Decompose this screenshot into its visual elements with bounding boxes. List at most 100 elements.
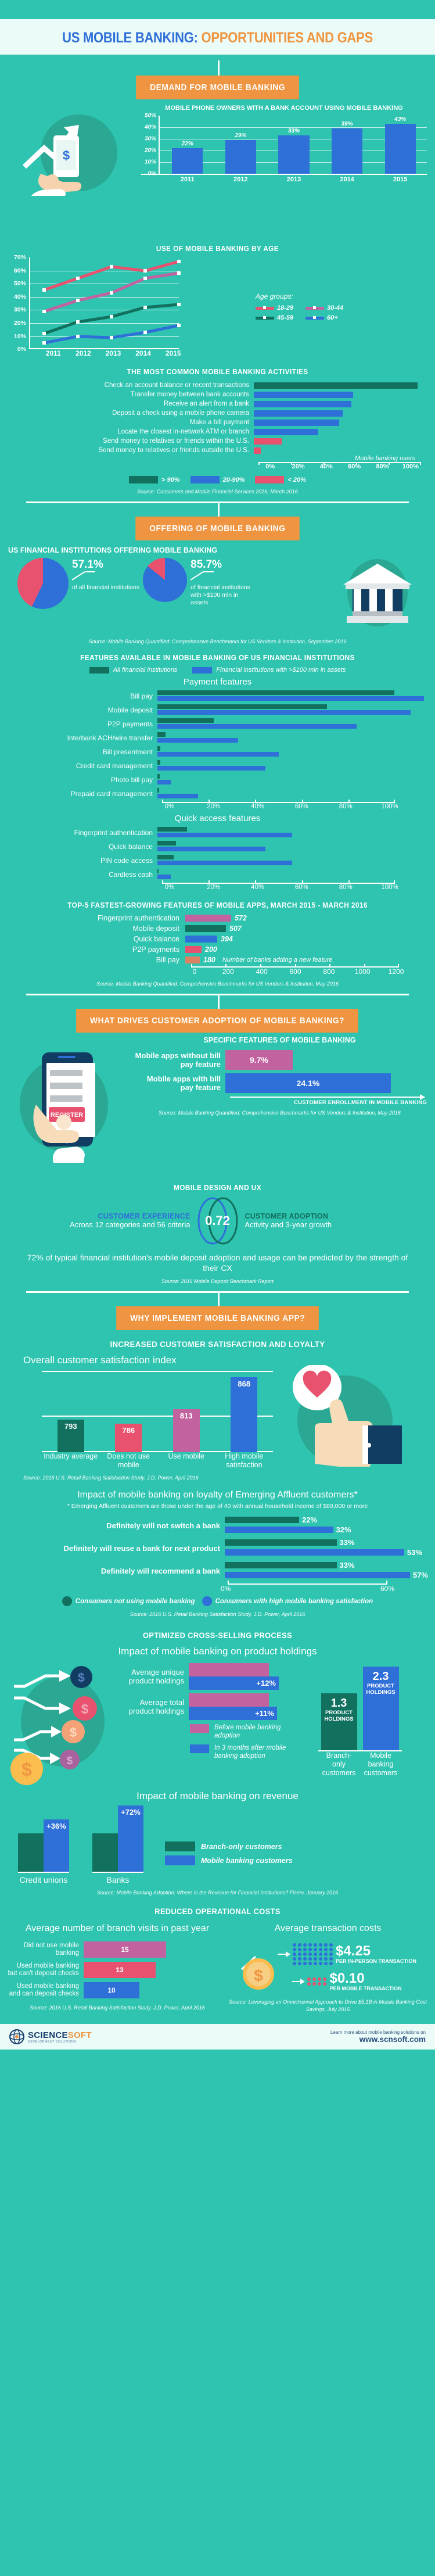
demand-bars: 22% 29% 33% 39% 43% bbox=[161, 116, 427, 174]
revenue-value: +72% bbox=[121, 1808, 141, 1817]
holdings-value: +12% bbox=[256, 1679, 276, 1688]
visits-bar: 15 bbox=[84, 1941, 166, 1958]
pie-description: of all financial institutions bbox=[72, 584, 140, 591]
top5-bar bbox=[185, 925, 226, 932]
age-x-labels: 2011 2012 2013 2014 2015 bbox=[38, 349, 188, 357]
revenue-block: Impact of mobile banking on revenue +36%… bbox=[0, 1790, 435, 1897]
x-tick: 60% bbox=[294, 884, 308, 891]
feature-bar-large bbox=[157, 766, 265, 771]
loyalty-label: Definitely will recommend a bank bbox=[100, 1566, 220, 1575]
y-tick: 60% bbox=[13, 267, 26, 274]
banner-stem bbox=[217, 60, 220, 76]
satisfaction-value: 813 bbox=[179, 1411, 193, 1420]
top5-label: Mobile deposit bbox=[132, 925, 179, 933]
revenue-bar-branch bbox=[18, 1833, 44, 1872]
pie-chart bbox=[17, 558, 69, 609]
top5-row: Quick balance 394 bbox=[8, 935, 427, 943]
x-tick: 1200 bbox=[388, 968, 404, 976]
activities-legend: > 90% 20-90% < 20% bbox=[7, 476, 428, 483]
top5-value: 394 bbox=[221, 935, 233, 943]
section-banner-offering-wrap: OFFERING OF MOBILE BANKING bbox=[0, 501, 435, 540]
y-axis-line bbox=[29, 257, 30, 349]
activity-row: Locate the closest in-network ATM or bra… bbox=[7, 427, 428, 436]
loyalty-value: 32% bbox=[336, 1525, 351, 1534]
svg-text:$: $ bbox=[70, 1725, 77, 1740]
visits-bar: 10 bbox=[84, 1982, 139, 1998]
top5-bar bbox=[185, 956, 200, 963]
feature-bar-large bbox=[157, 724, 357, 729]
bar-value: 39% bbox=[341, 121, 353, 127]
specific-row: Mobile apps without bill pay feature 9.7… bbox=[132, 1050, 427, 1070]
activity-row: Deposit a check using a mobile phone cam… bbox=[7, 409, 428, 418]
legend-swatch bbox=[165, 1855, 195, 1865]
demand-chart-plot: 50% 40% 30% 20% 10% 0% 22% 29% 33% 39% bbox=[145, 113, 427, 177]
holdings-value: +11% bbox=[255, 1709, 274, 1718]
section-banner-demand-wrap: DEMAND FOR MOBILE BANKING bbox=[0, 60, 435, 99]
logo[interactable]: SCIENCESOFT DEVELOPMENT SOLUTIONS bbox=[9, 2029, 92, 2044]
top5-bar bbox=[185, 915, 231, 922]
top5-bar bbox=[185, 946, 202, 953]
section-banner-why-wrap: WHY IMPLEMENT MOBILE BANKING APP? bbox=[0, 1291, 435, 1330]
logo-text: SCIENCESOFT bbox=[28, 2030, 92, 2040]
bar bbox=[172, 148, 203, 174]
legend-label: Financial institutions with >$100 mln in… bbox=[216, 667, 346, 673]
specific-bar: 24.1% bbox=[225, 1073, 391, 1093]
legend-item-after: In 3 months after mobile banking adoptio… bbox=[190, 1744, 290, 1760]
loyalty-bar-nonuser bbox=[225, 1517, 300, 1523]
top5-value: 200 bbox=[205, 945, 217, 954]
feature-bar-all bbox=[157, 760, 160, 765]
activity-label: Locate the closest in-network ATM or bra… bbox=[117, 428, 249, 435]
x-tick: 80% bbox=[339, 884, 353, 891]
costs-block: REDUCED OPERATIONAL COSTS Average number… bbox=[0, 1907, 435, 2016]
x-tick: Mobile banking customers bbox=[364, 1751, 398, 1777]
satisfaction-title: INCREASED CUSTOMER SATISFACTION AND LOYA… bbox=[110, 1339, 325, 1349]
x-tick: 400 bbox=[256, 968, 268, 976]
section-banner-demand: DEMAND FOR MOBILE BANKING bbox=[136, 76, 299, 99]
costs-left-title: Average number of branch visits in past … bbox=[25, 1923, 210, 1933]
section-banner-offering: OFFERING OF MOBILE BANKING bbox=[135, 517, 300, 540]
holdings-label: Average unique product holdings bbox=[128, 1668, 184, 1685]
activities-axis bbox=[258, 462, 421, 465]
feature-bar-large bbox=[157, 861, 292, 865]
feature-label: Photo bill pay bbox=[110, 776, 153, 784]
x-tick: Industry average bbox=[44, 1452, 98, 1460]
footer-url[interactable]: www.scnsoft.com bbox=[359, 2035, 426, 2044]
banner-stem bbox=[217, 994, 220, 1009]
satisfaction-bar: 813 bbox=[172, 1409, 200, 1452]
footer: SCIENCESOFT DEVELOPMENT SOLUTIONS Learn … bbox=[0, 2024, 435, 2050]
cross-selling-block: OPTIMIZED CROSS-SELLING PROCESS Impact o… bbox=[0, 1631, 435, 1788]
legend-swatch bbox=[192, 667, 213, 673]
legend-label: 18-29 bbox=[277, 304, 294, 311]
ux-left-text: Across 12 categories and 56 criteria bbox=[70, 1220, 190, 1229]
loyalty-value: 22% bbox=[302, 1515, 318, 1524]
satisfaction-chart: 793 786 813 868 bbox=[42, 1371, 273, 1452]
demand-source: Source: Consumers and Mobile Financial S… bbox=[137, 489, 298, 495]
revenue-sub: Impact of mobile banking on revenue bbox=[136, 1790, 299, 1801]
feature-bar-all bbox=[157, 732, 166, 737]
visits-value: 15 bbox=[121, 1946, 129, 1954]
phone-register-icon: REGISTER bbox=[20, 1052, 108, 1163]
holdings-comparison-chart: 1.3 PRODUCT HOLDINGS 2.3 PRODUCT HOLDING… bbox=[290, 1663, 429, 1788]
x-tick: 2011 bbox=[180, 176, 195, 183]
y-tick: 50% bbox=[144, 112, 156, 119]
feature-label: Prepaid card management bbox=[70, 790, 153, 798]
demand-illustration: $ bbox=[8, 104, 139, 196]
feature-label: Bill presentment bbox=[102, 748, 153, 756]
ux-left: CUSTOMER EXPERIENCE Across 12 categories… bbox=[66, 1212, 190, 1230]
enrollment-caption: CUSTOMER ENROLLMENT IN MOBILE BANKING bbox=[294, 1099, 427, 1106]
holdings-row: Average unique product holdings +12% bbox=[119, 1663, 290, 1690]
activity-bar bbox=[254, 428, 318, 435]
legend-label: 20-90% bbox=[222, 476, 245, 483]
gridline bbox=[42, 1416, 273, 1417]
top5-x-ticks: 0 200 400 600 800 1000 1200 bbox=[178, 968, 413, 976]
logo-subtitle: DEVELOPMENT SOLUTIONS bbox=[28, 2040, 77, 2044]
loyalty-value: 57% bbox=[412, 1571, 428, 1579]
arrow-right-icon bbox=[292, 1979, 305, 1984]
loyalty-value: 33% bbox=[339, 1538, 355, 1547]
leader-line bbox=[71, 571, 95, 581]
activity-bar bbox=[254, 391, 353, 398]
x-tick: 60% bbox=[348, 463, 361, 470]
feature-label: Fingerprint authentication bbox=[74, 829, 153, 837]
x-tick: 60% bbox=[380, 1585, 394, 1593]
legend-label: All financial institutions bbox=[113, 667, 178, 673]
